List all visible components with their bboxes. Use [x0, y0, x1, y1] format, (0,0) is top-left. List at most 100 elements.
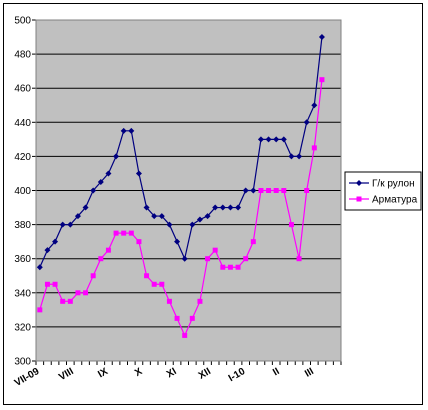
- y-tick-label: 440: [14, 118, 31, 129]
- data-point: [143, 204, 150, 211]
- data-point: [82, 204, 89, 211]
- data-point: [158, 213, 165, 220]
- y-tick-label: 480: [14, 50, 31, 61]
- data-point: [98, 256, 104, 262]
- x-tick-label: III: [303, 366, 316, 380]
- data-point: [105, 170, 112, 177]
- data-point: [280, 136, 287, 143]
- data-point: [242, 187, 249, 194]
- data-point: [258, 188, 264, 193]
- data-point: [44, 247, 51, 254]
- data-point: [75, 290, 81, 296]
- data-point: [311, 145, 317, 151]
- data-point: [59, 221, 66, 228]
- data-point: [151, 213, 158, 220]
- legend-marker: [356, 180, 362, 186]
- data-point: [67, 298, 73, 304]
- y-tick-label: 400: [14, 186, 31, 197]
- series-0: [36, 34, 325, 271]
- data-point: [74, 213, 81, 220]
- y-tick-label: 460: [14, 84, 31, 95]
- x-tick-label: II: [271, 366, 282, 378]
- data-point: [90, 273, 96, 279]
- data-point: [52, 238, 59, 245]
- data-point: [273, 136, 280, 143]
- x-tick-label: IX: [96, 366, 110, 380]
- data-point: [266, 188, 272, 193]
- data-point: [83, 290, 89, 296]
- x-tick-label: XI: [165, 366, 179, 380]
- data-point: [181, 255, 188, 262]
- data-point: [128, 230, 134, 236]
- data-point: [121, 230, 127, 236]
- data-point: [113, 230, 119, 236]
- y-tick-label: 420: [14, 152, 31, 163]
- legend: Г/к рулон Арматура: [344, 171, 422, 211]
- data-point: [265, 136, 272, 143]
- data-point: [113, 153, 120, 160]
- legend-box: [344, 171, 422, 211]
- data-point: [212, 247, 218, 253]
- data-point: [250, 187, 257, 194]
- data-point: [90, 187, 97, 194]
- data-point: [166, 298, 172, 304]
- legend-marker: [356, 196, 362, 202]
- data-point: [319, 77, 325, 83]
- data-point: [128, 127, 135, 134]
- plot-border: [35, 19, 342, 362]
- series-1: [37, 77, 325, 338]
- data-point: [174, 315, 180, 321]
- data-point: [67, 221, 74, 228]
- data-point: [105, 247, 111, 253]
- x-tick-label: X: [133, 366, 145, 379]
- data-point: [189, 315, 195, 321]
- data-point: [159, 281, 165, 287]
- data-point: [204, 213, 211, 220]
- data-point: [174, 238, 181, 245]
- data-point: [212, 204, 219, 211]
- data-point: [44, 281, 50, 287]
- data-point: [60, 298, 66, 304]
- data-point: [37, 307, 43, 313]
- data-point: [288, 222, 294, 228]
- data-point: [281, 188, 287, 193]
- data-point: [97, 178, 104, 185]
- data-point: [52, 281, 58, 287]
- data-point: [296, 256, 302, 262]
- y-axis-ticks: 300 320 340 360 380 400 420 440 460 480 500: [14, 16, 36, 368]
- y-tick-label: 360: [14, 254, 31, 265]
- x-tick-label: VIII: [57, 366, 76, 383]
- data-point: [288, 153, 295, 160]
- data-point: [227, 264, 233, 270]
- data-point: [182, 332, 188, 338]
- x-axis-ticks: VII-09 VIII IX X XI XII I-10 II III: [13, 361, 342, 389]
- y-tick-label: 320: [14, 322, 31, 333]
- data-point: [250, 239, 256, 245]
- data-point: [304, 188, 310, 193]
- data-point: [318, 34, 325, 41]
- data-point: [189, 221, 196, 228]
- data-point: [273, 188, 279, 193]
- y-tick-label: 380: [14, 220, 31, 231]
- data-point: [235, 264, 241, 270]
- x-tick-label: VII-09: [13, 366, 42, 389]
- data-point: [220, 264, 226, 270]
- data-point: [120, 127, 127, 134]
- data-point: [311, 102, 318, 109]
- data-point: [36, 264, 43, 271]
- y-tick-label: 500: [14, 16, 31, 27]
- data-point: [243, 256, 249, 262]
- x-tick-label: XII: [197, 366, 213, 382]
- data-point: [197, 298, 203, 304]
- data-point: [257, 136, 264, 143]
- data-point: [219, 204, 226, 211]
- data-point: [235, 204, 242, 211]
- data-point: [205, 256, 211, 262]
- data-point: [166, 221, 173, 228]
- x-tick-label: I-10: [227, 366, 248, 384]
- data-point: [144, 273, 150, 279]
- data-point: [151, 281, 157, 287]
- data-point: [303, 119, 310, 126]
- data-point: [135, 170, 142, 177]
